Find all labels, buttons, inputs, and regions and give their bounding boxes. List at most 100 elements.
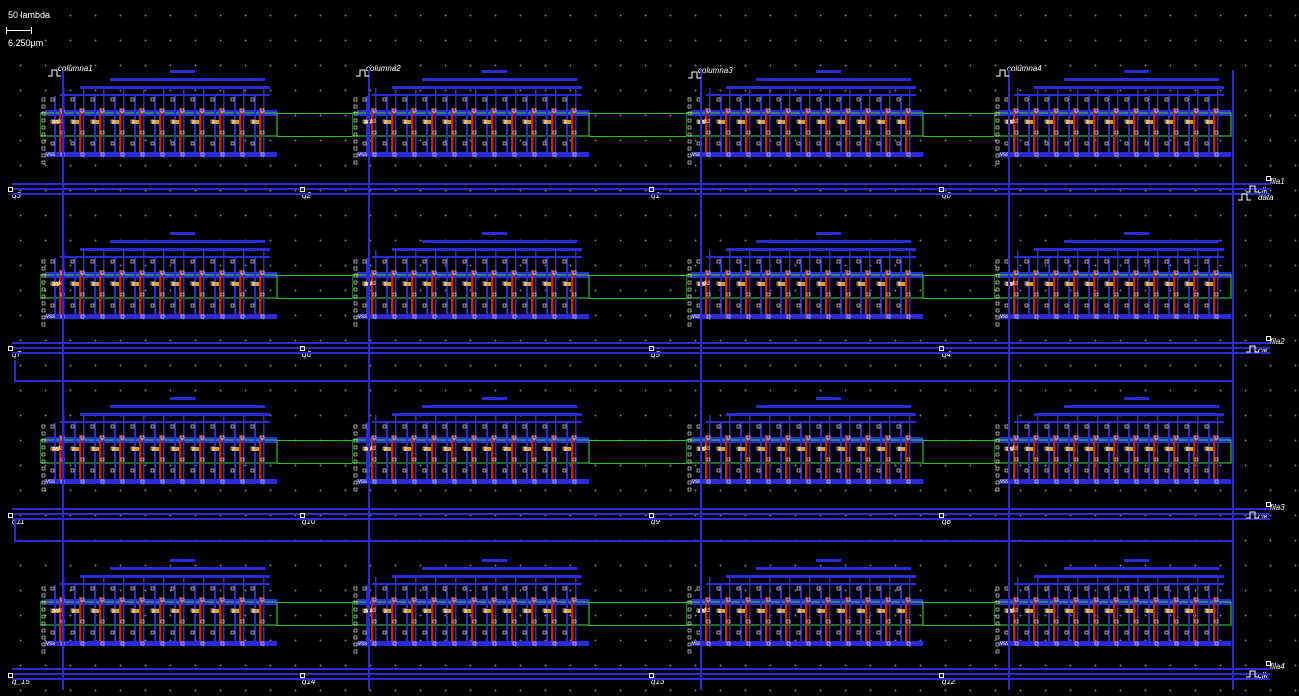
vdd-label: vdd — [366, 281, 376, 287]
memory-cell-r4-c1[interactable]: vdd vss — [40, 557, 280, 657]
output-label-q5[interactable]: q5 — [651, 350, 660, 359]
output-label-q14[interactable]: q14 — [302, 677, 316, 686]
clock-source-icon[interactable] — [688, 70, 702, 80]
memory-cell-r3-c4[interactable]: vdd vss — [994, 395, 1234, 495]
memory-cell-r3-c2[interactable]: vdd vss — [352, 395, 592, 495]
io-pin[interactable] — [1266, 661, 1271, 666]
column-label-4[interactable]: columna4 — [1007, 64, 1042, 73]
memory-cell-r1-c4[interactable]: vdd vss — [994, 68, 1234, 168]
loop-connector — [14, 520, 16, 540]
io-pin[interactable] — [939, 187, 944, 192]
loop-connector — [14, 380, 1234, 382]
output-label-q11[interactable]: q11 — [12, 517, 25, 526]
output-label-q0[interactable]: q0 — [942, 191, 951, 200]
memory-cell-r3-c1[interactable]: vdd vss — [40, 395, 280, 495]
active-link — [589, 136, 686, 137]
memory-cell-r1-c1[interactable]: vdd vss — [40, 68, 280, 168]
vdd-label: vdd — [1008, 281, 1018, 287]
clock-source-icon[interactable] — [1246, 669, 1260, 679]
io-pin[interactable] — [8, 513, 13, 518]
memory-cell-r3-c3[interactable]: vdd vss — [686, 395, 926, 495]
vss-label: vss — [46, 641, 55, 647]
output-label-q7[interactable]: q7 — [12, 350, 21, 359]
io-pin[interactable] — [649, 346, 654, 351]
loop-connector — [14, 360, 16, 380]
column-label-1[interactable]: columna1 — [58, 64, 93, 73]
vss-label: vss — [358, 641, 367, 647]
output-label-q15[interactable]: q_15 — [12, 677, 30, 686]
memory-cell-r2-c2[interactable]: vdd vss — [352, 230, 592, 330]
output-label-q1[interactable]: q1 — [651, 191, 660, 200]
output-label-q6[interactable]: q6 — [302, 350, 311, 359]
active-link — [923, 136, 994, 137]
io-pin[interactable] — [939, 346, 944, 351]
row-bus-line — [12, 518, 1270, 520]
output-label-q4[interactable]: q4 — [942, 350, 951, 359]
loop-connector — [14, 540, 1234, 542]
row-label-fila1[interactable]: fila1 — [1270, 177, 1285, 186]
memory-cell-r2-c1[interactable]: vdd vss — [40, 230, 280, 330]
row-label-fila2[interactable]: fila2 — [1270, 337, 1285, 346]
active-link — [923, 602, 994, 603]
io-pin[interactable] — [8, 187, 13, 192]
vss-label: vss — [358, 152, 367, 158]
io-pin[interactable] — [8, 673, 13, 678]
memory-cell-r4-c4[interactable]: vdd vss — [994, 557, 1234, 657]
active-link — [589, 440, 686, 441]
scale-micron-label: 6.250µm — [8, 38, 44, 48]
memory-cell-r2-c3[interactable]: vdd vss — [686, 230, 926, 330]
io-pin[interactable] — [300, 513, 305, 518]
io-pin[interactable] — [1266, 502, 1271, 507]
clock-source-icon[interactable] — [356, 68, 370, 78]
row-label-fila3[interactable]: fila3 — [1270, 503, 1285, 512]
clock-source-icon[interactable] — [1246, 184, 1260, 194]
clock-source-icon[interactable] — [1246, 344, 1260, 354]
output-label-q9[interactable]: q9 — [651, 517, 660, 526]
io-pin[interactable] — [300, 187, 305, 192]
row-bus-line — [12, 508, 1270, 510]
clock-source-icon[interactable] — [1238, 192, 1252, 202]
row-bus-line — [12, 193, 1270, 195]
vdd-label: vdd — [54, 119, 64, 125]
memory-cell-r1-c2[interactable]: vdd vss — [352, 68, 592, 168]
io-pin[interactable] — [300, 346, 305, 351]
io-pin[interactable] — [649, 513, 654, 518]
vss-label: vss — [358, 314, 367, 320]
memory-cell-r4-c3[interactable]: vdd vss — [686, 557, 926, 657]
row-label-fila4[interactable]: fila4 — [1270, 662, 1285, 671]
output-label-q3[interactable]: q3 — [12, 191, 21, 200]
io-pin[interactable] — [300, 673, 305, 678]
output-label-q13[interactable]: q13 — [651, 677, 665, 686]
active-link — [277, 602, 352, 603]
clock-source-icon[interactable] — [1246, 510, 1260, 520]
vss-label: vss — [46, 314, 55, 320]
io-pin[interactable] — [1266, 336, 1271, 341]
column-label-2[interactable]: columna2 — [366, 64, 401, 73]
memory-cell-r4-c2[interactable]: vdd vss — [352, 557, 592, 657]
io-pin[interactable] — [8, 346, 13, 351]
column-label-3[interactable]: columna3 — [698, 66, 733, 75]
output-label-q10[interactable]: q10 — [302, 517, 316, 526]
active-link — [277, 440, 352, 441]
active-link — [277, 625, 352, 626]
clock-source-icon[interactable] — [48, 68, 62, 78]
vdd-label: vdd — [1008, 119, 1018, 125]
vss-label: vss — [1000, 641, 1009, 647]
output-label-q2[interactable]: q2 — [302, 191, 311, 200]
clock-label-row4: clk — [1258, 671, 1268, 680]
active-link — [589, 298, 686, 299]
row-bus-line — [12, 342, 1270, 344]
memory-cell-r1-c3[interactable]: vdd vss — [686, 68, 926, 168]
io-pin[interactable] — [649, 187, 654, 192]
io-pin[interactable] — [939, 513, 944, 518]
active-link — [277, 463, 352, 464]
row-bus-line — [12, 183, 1270, 185]
output-label-q8[interactable]: q8 — [942, 517, 951, 526]
clock-source-icon[interactable] — [996, 68, 1010, 78]
io-pin[interactable] — [1266, 176, 1271, 181]
memory-cell-r2-c4[interactable]: vdd vss — [994, 230, 1234, 330]
output-label-q12[interactable]: q12 — [942, 677, 956, 686]
io-pin[interactable] — [939, 673, 944, 678]
io-pin[interactable] — [649, 673, 654, 678]
